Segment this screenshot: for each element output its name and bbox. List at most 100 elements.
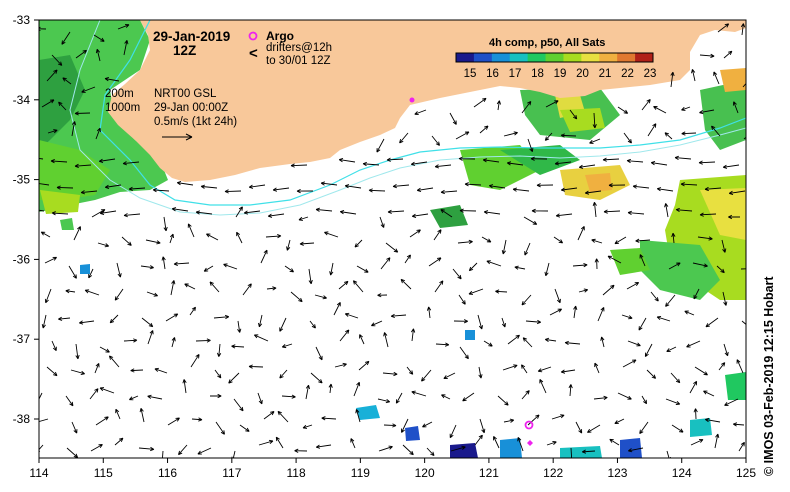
imos-credit: © IMOS 03-Feb-2019 12:15 Hobart [762,276,776,476]
current-arrow [298,216,309,221]
drifter-legend-line2: to 30/01 12Z [266,55,331,67]
colorbar-swatch [545,53,564,62]
current-arrow [71,421,78,434]
current-arrow [75,49,87,59]
drifter-legend-line1: drifters@12h [266,42,332,54]
colorbar-tick-label: 19 [554,68,567,80]
current-arrow [594,258,599,270]
current-arrow [121,236,132,246]
colorbar-tick-label: 17 [509,68,522,80]
current-arrow [736,359,744,374]
current-arrow [434,164,452,169]
current-arrow [431,135,440,146]
current-arrow [141,317,154,328]
current-arrow [689,380,698,394]
current-arrow [482,158,500,163]
x-tick-label: 119 [351,466,370,480]
current-vectors [39,23,746,458]
current-arrow [39,26,47,31]
current-arrow [530,156,548,161]
current-arrow [703,390,715,397]
current-arrow [344,312,359,319]
isobath-200-label: 200m [105,88,134,100]
current-arrow [302,424,313,429]
current-arrow [699,212,717,217]
current-arrow [108,355,120,368]
current-arrow [459,346,469,360]
current-arrow [694,366,708,376]
argo-float-marker[interactable] [524,420,534,430]
current-arrow [544,337,557,342]
current-arrow [653,105,667,114]
y-tick-label: -35 [13,173,31,187]
current-arrow [383,332,389,348]
current-arrow [383,423,397,428]
current-arrow [704,186,722,192]
current-arrow [671,232,676,244]
current-arrow [521,390,530,400]
map-frame [38,19,747,459]
current-arrow [531,208,549,213]
current-arrow [506,161,524,166]
product-label: NRT00 GSL [154,88,217,100]
colorbar-ticks: 15 16 17 18 19 20 21 22 23 [464,68,657,80]
current-arrow [184,283,196,290]
current-arrow [665,398,681,405]
isobath-1000m [69,20,746,216]
current-arrow [434,280,444,293]
argo-float-marker[interactable] [409,97,415,103]
analysis-time: 29-Jan 00:00Z [154,102,228,114]
current-arrow [452,268,462,280]
current-arrow [281,343,293,349]
current-arrow [569,109,578,120]
current-arrow [479,418,486,434]
current-arrow [481,236,492,243]
current-arrow [97,242,110,248]
current-arrow [693,288,700,300]
current-arrow [299,241,315,246]
colorbar-tick-label: 23 [644,68,657,80]
current-arrow [213,314,230,320]
current-arrow [89,388,99,400]
current-arrow [614,418,625,424]
current-arrow [228,372,240,384]
current-arrow [551,414,565,420]
current-arrow [525,319,542,325]
scale-label: 0.5m/s (1kt 24h) [154,116,237,128]
current-arrow [584,190,602,195]
current-arrow [473,97,487,108]
current-arrow [549,308,563,316]
current-arrow [279,369,288,379]
current-arrow [493,436,500,449]
current-arrow [338,158,356,163]
current-arrow [123,338,138,343]
current-arrow [39,183,50,186]
current-arrow [411,213,429,218]
y-tick-label: -37 [13,332,31,346]
drifter-marker[interactable] [527,440,533,446]
current-arrow [284,265,294,273]
current-arrow [503,131,518,137]
current-arrow [73,226,81,241]
current-arrow [139,407,145,423]
current-arrow [594,362,600,374]
current-arrow [570,447,573,458]
current-arrow [378,445,393,452]
current-arrow [90,444,103,452]
current-arrow [258,439,274,446]
current-arrow [376,138,385,153]
current-arrow [123,40,129,56]
current-arrow [305,384,311,400]
sst-west-south-patch [39,140,110,200]
current-arrow [514,265,526,270]
current-arrow [173,261,190,266]
current-arrow [116,262,122,278]
current-arrow [554,161,572,166]
colorbar-swatch [509,53,529,62]
current-arrow [169,233,174,244]
current-arrow [51,340,57,352]
current-arrow [130,368,144,373]
current-arrow [740,268,746,270]
current-arrow [488,184,506,189]
current-arrow [656,315,671,322]
